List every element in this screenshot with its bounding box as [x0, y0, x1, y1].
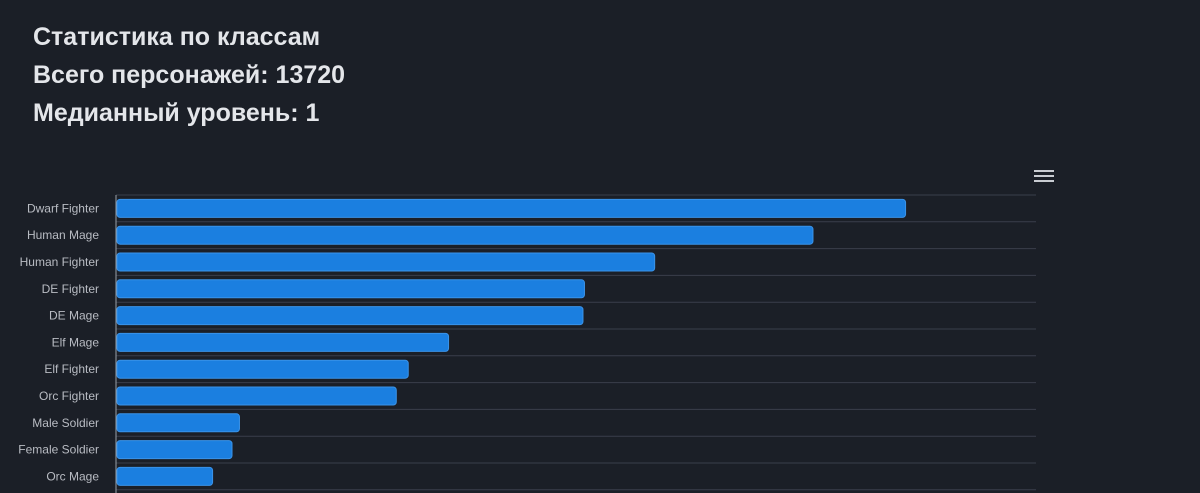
stats-header: Статистика по классам Всего персонажей: …: [33, 18, 345, 132]
bar-orc-fighter: [116, 386, 397, 406]
bar-elf-mage: [116, 332, 450, 352]
category-label: Orc Mage: [46, 469, 99, 483]
category-label: Dwarf Fighter: [27, 201, 99, 215]
bar-dwarf-fighter: [116, 198, 907, 218]
category-label: Human Mage: [27, 228, 99, 242]
class-bar-chart: Dwarf Fighter Human Mage Human Fighter DE F…: [18, 194, 1036, 493]
bar-de-mage: [116, 306, 584, 326]
category-label: Elf Mage: [52, 335, 100, 349]
category-label: DE Fighter: [42, 282, 99, 296]
category-label: Elf Fighter: [44, 362, 99, 376]
bar-human-fighter: [116, 252, 656, 272]
category-label: Male Soldier: [32, 416, 99, 430]
category-label: Orc Fighter: [39, 389, 99, 403]
bar-orc-mage: [116, 466, 214, 486]
category-label: DE Mage: [49, 309, 99, 323]
page-title: Статистика по классам: [33, 23, 321, 51]
bar-elf-fighter: [116, 359, 409, 379]
bar-de-fighter: [116, 279, 585, 299]
chart-menu-icon[interactable]: [1034, 170, 1054, 184]
bar-male-soldier: [116, 413, 240, 433]
bar-female-soldier: [116, 440, 233, 460]
total-characters: Всего персонажей: 13720: [33, 61, 346, 89]
median-level: Медианный уровень: 1: [33, 99, 320, 127]
category-label: Female Soldier: [18, 443, 99, 457]
bar-human-mage: [116, 225, 814, 245]
category-label: Human Fighter: [20, 255, 99, 269]
